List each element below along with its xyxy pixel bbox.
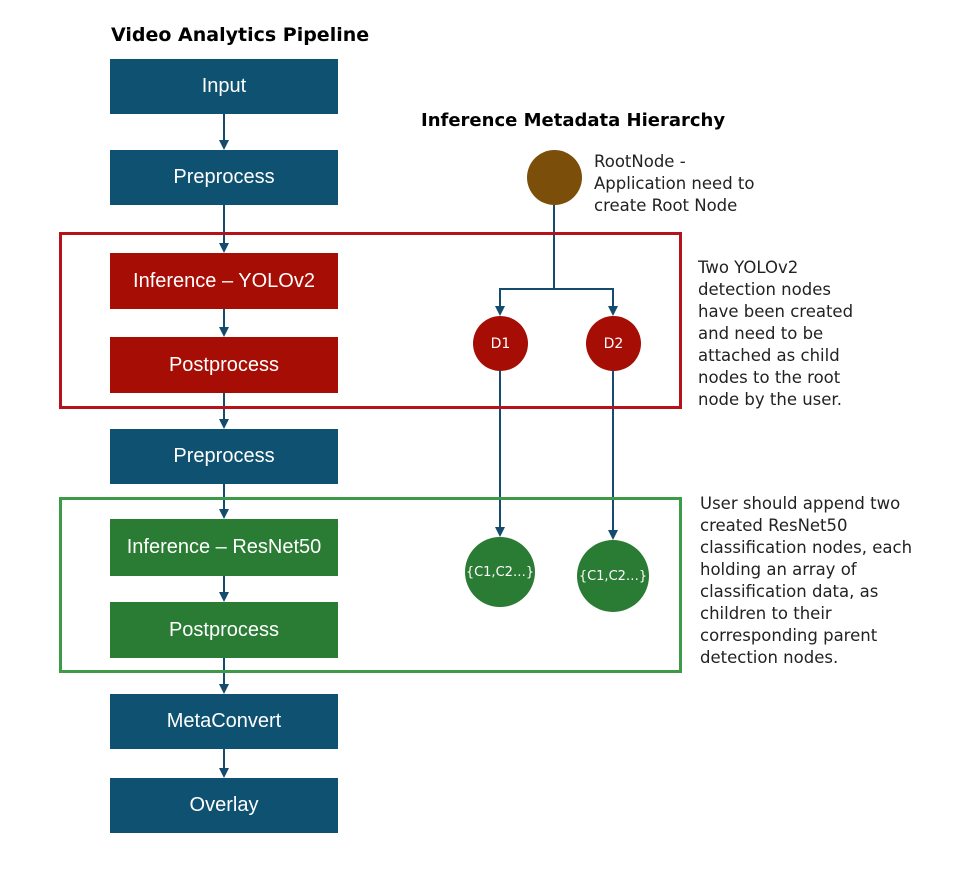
detection-note-line: Two YOLOv2 (698, 258, 799, 277)
classification-note-line: created ResNet50 (700, 516, 848, 535)
link-root-to-d2 (554, 288, 618, 316)
root-node-note: RootNode - Application need to create Ro… (594, 151, 754, 217)
detection-note: Two YOLOv2 detection nodes have been cre… (698, 257, 853, 411)
yolo-detection-group-frame (59, 232, 682, 409)
classification-note-line: classification data, as (700, 582, 879, 601)
classification-node-c2: {C1,C2…} (577, 540, 649, 612)
stage-preprocess: Preprocess (110, 150, 338, 205)
detection-node-d1: D1 (473, 316, 528, 371)
detection-note-line: attached as child (698, 346, 840, 365)
stage-postprocess-yolo: Postprocess (110, 337, 338, 393)
classification-note-line: classification nodes, each (700, 538, 913, 557)
root-note-line: RootNode - (594, 152, 686, 171)
stage-inference-resnet: Inference – ResNet50 (110, 519, 338, 576)
stage-metaconvert: MetaConvert (110, 694, 338, 749)
detection-note-line: detection nodes (698, 280, 831, 299)
classification-note-line: User should append two (700, 494, 901, 513)
root-node (527, 150, 582, 205)
detection-note-line: nodes to the root (698, 368, 841, 387)
detection-note-line: have been created (698, 302, 854, 321)
hierarchy-title: Inference Metadata Hierarchy (421, 110, 726, 131)
classification-note: User should append two created ResNet50 … (700, 493, 912, 669)
detection-note-line: node by the user. (698, 390, 842, 409)
classification-note-line: corresponding parent (700, 626, 878, 645)
stage-input: Input (110, 59, 338, 114)
root-note-line: Application need to (594, 174, 755, 193)
resnet-classification-group-frame (59, 497, 682, 673)
classification-note-line: children to their (700, 604, 832, 623)
link-root-to-detections (495, 205, 555, 316)
stage-preprocess-second: Preprocess (110, 429, 338, 484)
stage-inference-yolo: Inference – YOLOv2 (110, 253, 338, 309)
detection-note-line: and need to be (698, 324, 824, 343)
stage-postprocess-resnet: Postprocess (110, 602, 338, 658)
classification-node-c1: {C1,C2…} (465, 537, 535, 607)
classification-note-line: detection nodes. (700, 648, 839, 667)
root-note-line: create Root Node (594, 196, 738, 215)
classification-note-line: holding an array of (700, 560, 857, 579)
detection-node-d2: D2 (586, 316, 641, 371)
stage-overlay: Overlay (110, 778, 338, 833)
pipeline-title: Video Analytics Pipeline (111, 24, 370, 46)
